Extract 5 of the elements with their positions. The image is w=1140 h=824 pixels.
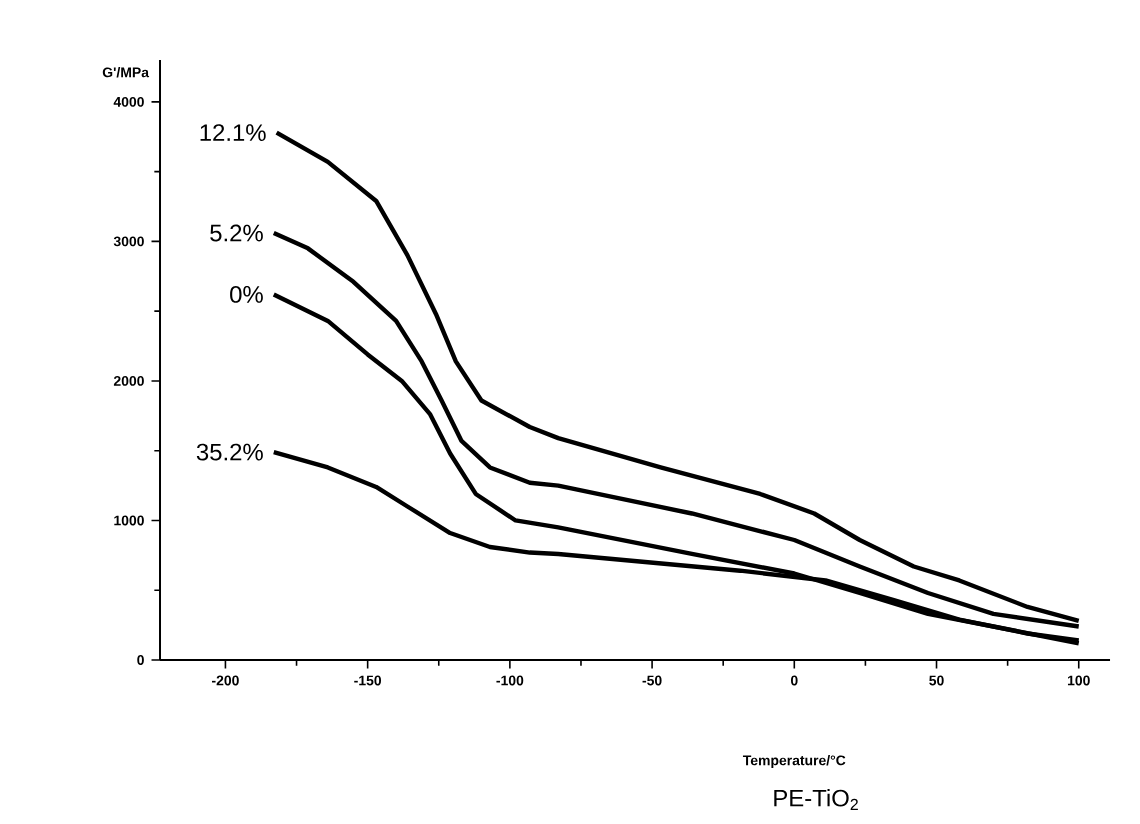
series-label: 5.2%	[210, 224, 263, 242]
text: PE-TiO$_{2}$	[774, 789, 858, 810]
series-label: 35.2%	[196, 443, 263, 461]
series-label: 12.1%	[200, 124, 266, 141]
series-label: 0%	[230, 285, 263, 303]
